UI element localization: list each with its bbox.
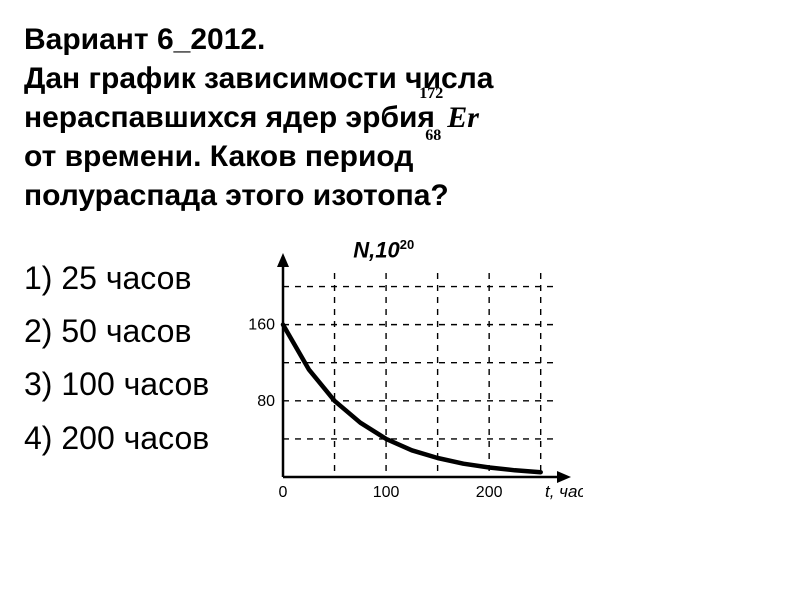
- header-line5: полураспада этого изотопа?: [24, 176, 776, 215]
- svg-text:0: 0: [279, 484, 288, 501]
- decay-chart: N,1020 80 160 0 100 200 t, час: [223, 233, 583, 513]
- svg-text:200: 200: [476, 484, 503, 501]
- isotope-atomic: 68: [425, 126, 441, 147]
- isotope-element: Er: [447, 101, 479, 134]
- svg-text:160: 160: [249, 317, 276, 334]
- svg-text:t, час: t, час: [545, 482, 583, 501]
- option-3: 3) 100 часов: [24, 359, 209, 410]
- question-header: Вариант 6_2012. Дан график зависимости ч…: [24, 20, 776, 215]
- svg-text:100: 100: [373, 484, 400, 501]
- answer-options: 1) 25 часов 2) 50 часов 3) 100 часов 4) …: [24, 233, 209, 466]
- header-line2: Дан график зависимости числа: [24, 59, 776, 98]
- option-2: 2) 50 часов: [24, 306, 209, 357]
- decay-chart-svg: 80 160 0 100 200 t, час: [223, 233, 583, 513]
- isotope-mass: 172: [419, 84, 443, 105]
- option-1: 1) 25 часов: [24, 253, 209, 304]
- chart-ylabel: N,1020: [353, 237, 414, 263]
- header-line3: нераспавшихся ядер эрбия 172 68 Er: [24, 98, 776, 137]
- svg-text:80: 80: [257, 393, 275, 410]
- option-4: 4) 200 часов: [24, 413, 209, 464]
- header-line1: Вариант 6_2012.: [24, 20, 776, 59]
- header-line4: от времени. Каков период: [24, 137, 776, 176]
- isotope-symbol: 172 68 Er: [447, 98, 479, 137]
